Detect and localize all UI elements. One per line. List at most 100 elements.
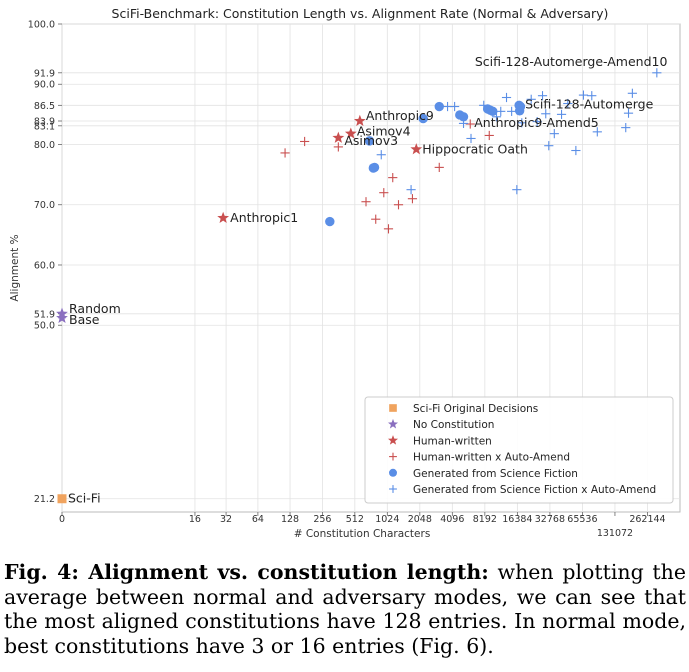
no-constitution-point: [56, 311, 68, 324]
generated-from-science-fiction-x-auto-amend-point: [544, 141, 554, 151]
generated-from-science-fiction-x-auto-amend-point: [458, 118, 469, 129]
generated-from-science-fiction-x-auto-amend-point: [652, 68, 662, 78]
legend-label: Generated from Science Fiction x Auto-Am…: [413, 484, 656, 496]
y-tick-label: 83.1: [34, 121, 55, 132]
human-written-x-auto-amend-point: [280, 148, 290, 158]
generated-from-science-fiction-point: [515, 101, 526, 112]
x-tick-label: 4096: [440, 514, 464, 525]
x-tick-label: 1024: [375, 514, 399, 525]
y-tick-label: 90.0: [34, 80, 55, 91]
human-written-point: [332, 131, 345, 143]
generated-from-science-fiction-point: [434, 101, 444, 112]
annotation-anthropic1: Anthropic1: [230, 210, 298, 225]
generated-from-science-fiction-point: [488, 106, 498, 117]
human-written-x-auto-amend-point: [484, 130, 494, 141]
x-tick-label: 16384: [502, 514, 532, 525]
legend-label: Human-written: [413, 435, 492, 447]
human-written-point: [217, 211, 230, 224]
generated-from-science-fiction-x-auto-amend-point: [592, 127, 602, 137]
generated-from-science-fiction-point: [369, 162, 380, 173]
generated-from-science-fiction-x-auto-amend-point: [541, 109, 551, 119]
annotation-anthropic9-amend5: Anthropic9-Amend5: [474, 115, 599, 130]
y-tick-label: 70.0: [34, 200, 55, 211]
generated-from-science-fiction-x-auto-amend-point: [466, 133, 476, 144]
generated-from-science-fiction-x-auto-amend-point: [563, 98, 573, 109]
generated-from-science-fiction-point: [364, 136, 375, 146]
human-written-x-auto-amend-point: [371, 214, 381, 224]
generated-from-science-fiction-x-auto-amend-point: [537, 91, 548, 101]
generated-from-science-fiction-point: [418, 113, 428, 124]
caption-lead: Fig. 4: Alignment vs. constitution lengt…: [4, 560, 489, 584]
annotation-sci-fi: Sci-Fi: [68, 491, 101, 506]
human-written-x-auto-amend-point: [388, 173, 398, 183]
legend-marker: [387, 435, 399, 445]
x-tick-label: 65536: [567, 514, 597, 525]
legend-marker: [389, 468, 397, 477]
y-tick-label: 83.9: [34, 116, 55, 127]
generated-from-science-fiction-x-auto-amend-point: [491, 112, 502, 122]
generated-from-science-fiction-point: [325, 216, 335, 227]
legend-frame: [364, 396, 674, 504]
generated-from-science-fiction-x-auto-amend-point: [526, 94, 536, 104]
generated-from-science-fiction-x-auto-amend-point: [578, 90, 589, 100]
generated-from-science-fiction-point: [458, 112, 469, 122]
legend-marker: [389, 452, 397, 461]
annotation-base: Base: [69, 312, 100, 327]
x-tick-label: 512: [346, 514, 364, 525]
generated-from-science-fiction-x-auto-amend-point: [406, 185, 416, 195]
annotation-asimov3: Asimov3: [344, 133, 398, 148]
human-written-point: [344, 127, 357, 139]
generated-from-science-fiction-x-auto-amend-point: [479, 100, 489, 110]
annotation-scifi-128-automerge: Scifi-128-Automerge: [525, 96, 654, 111]
generated-from-science-fiction-x-auto-amend-point: [532, 117, 542, 127]
generated-from-science-fiction-x-auto-amend-point: [376, 150, 386, 160]
x-tick-label: 2048: [408, 514, 432, 525]
generated-from-science-fiction-x-auto-amend-point: [556, 109, 567, 119]
y-axis-label: Alignment %: [9, 234, 21, 301]
y-tick-label: 50.0: [34, 321, 55, 332]
legend-label: No Constitution: [413, 419, 494, 431]
legend-label: Human-written x Auto-Amend: [413, 452, 570, 464]
generated-from-science-fiction-x-auto-amend-point: [571, 145, 581, 156]
annotation-hippocratic-oath: Hippocratic Oath: [422, 141, 528, 156]
x-tick-label: 128: [281, 514, 299, 525]
y-tick-label: 80.0: [34, 140, 55, 151]
human-written-x-auto-amend-point: [465, 119, 475, 129]
legend-label: Generated from Science Fiction: [413, 468, 578, 480]
human-written-x-auto-amend-point: [383, 224, 394, 234]
y-tick-label: 100.0: [28, 20, 55, 31]
human-written-x-auto-amend-point: [393, 200, 404, 210]
figure-caption: Fig. 4: Alignment vs. constitution lengt…: [4, 560, 686, 658]
human-written-x-auto-amend-point: [300, 136, 310, 147]
generated-from-science-fiction-x-auto-amend-point: [501, 92, 512, 103]
annotation-asimov4: Asimov4: [357, 124, 411, 139]
sci-fi-original-decisions-point: [57, 494, 67, 504]
y-tick-label: 60.0: [34, 260, 55, 271]
legend-marker: [389, 485, 397, 493]
human-written-x-auto-amend-point: [434, 162, 444, 172]
generated-from-science-fiction-x-auto-amend-point: [450, 101, 460, 112]
x-axis-label: # Constitution Characters: [294, 528, 431, 540]
generated-from-science-fiction-x-auto-amend-point: [496, 106, 506, 116]
generated-from-science-fiction-x-auto-amend-point: [512, 185, 522, 195]
point-annotations: Sci-FiRandomBaseAnthropic1Anthropic9Asim…: [68, 54, 667, 506]
axis-ticks: 0 16 32 64 128 256 512 1024 2048 4096 8192 16384 327…: [28, 20, 666, 540]
generated-from-science-fiction-x-auto-amend-point: [517, 118, 527, 128]
y-tick-label: 51.9: [34, 309, 55, 320]
human-written-x-auto-amend-point: [361, 197, 371, 207]
scatter-chart: SciFi-Benchmark: Constitution Length vs.…: [9, 6, 681, 540]
x-tick-label: 32768: [535, 514, 565, 525]
generated-from-science-fiction-x-auto-amend-point: [627, 88, 637, 98]
chart-title: SciFi-Benchmark: Constitution Length vs.…: [112, 6, 609, 21]
human-written-point: [353, 114, 366, 127]
x-tick-label: 8192: [473, 514, 497, 525]
x-tick-label: 0: [59, 514, 65, 525]
legend-marker: [389, 404, 397, 412]
annotation-anthropic9: Anthropic9: [366, 108, 434, 123]
caption-body: when plotting the average between normal…: [4, 560, 686, 658]
legend-marker: [387, 418, 399, 429]
chart-legend: Sci-Fi Original Decisions No Constitution…: [364, 396, 674, 504]
generated-from-science-fiction-x-auto-amend-point: [507, 106, 517, 116]
generated-from-science-fiction-x-auto-amend-point: [587, 91, 597, 101]
x-tick-label: 64: [252, 514, 264, 525]
